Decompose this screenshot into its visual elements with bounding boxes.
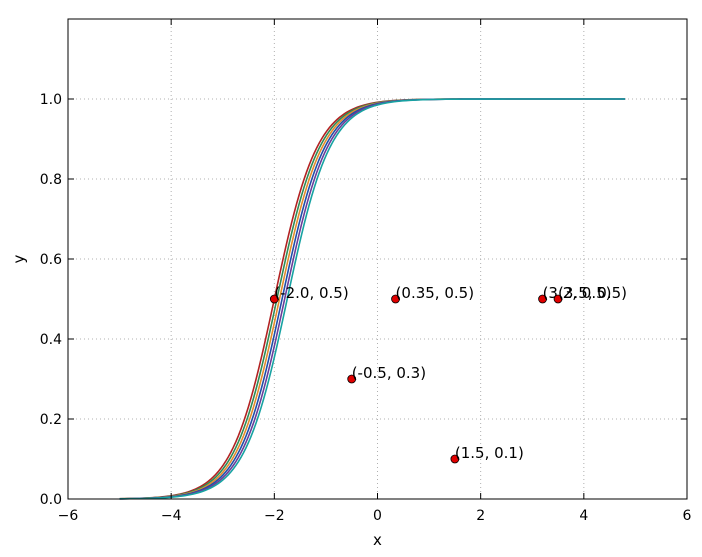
sigmoid-curve: [119, 98, 626, 500]
data-point: [450, 454, 460, 464]
annotated-points: (-2.0, 0.5) (0.35, 0.5) (3.2, 0.5)(3.5, 0.…: [269, 284, 627, 464]
data-point: [553, 294, 563, 304]
y-tick-label: 0.8: [40, 172, 62, 188]
sigmoid-curves: [119, 98, 626, 500]
x-tick-label: 2: [476, 508, 485, 524]
y-tick-label: 0.2: [40, 412, 62, 428]
y-axis-title: y: [10, 254, 28, 263]
x-tick-label: −6: [58, 508, 79, 524]
point-label: (-0.5, 0.3): [352, 364, 426, 382]
y-tick-label: 0.6: [40, 252, 62, 268]
grid-lines: [68, 19, 687, 499]
x-tick-label: −2: [264, 508, 285, 524]
x-tick-label: 4: [579, 508, 588, 524]
x-axis-title: x: [373, 531, 382, 549]
y-tick-label: 0.4: [40, 332, 62, 348]
data-point: [347, 374, 357, 384]
x-tick-label: −4: [161, 508, 182, 524]
y-tick-label: 1.0: [40, 92, 62, 108]
data-point: [538, 294, 547, 304]
data-point: [269, 294, 279, 304]
point-label: (3.5, 0.5): [558, 284, 627, 302]
point-label: (1.5, 0.1): [455, 444, 524, 462]
data-point: [391, 294, 400, 304]
axis-ticks: −6 −4 −2 0 2 4 6 0.0 0.2 0.4 0.6 0.8 1.0: [40, 19, 692, 524]
y-tick-label: 0.0: [40, 492, 62, 508]
x-tick-label: 6: [683, 508, 692, 524]
point-label: (0.35, 0.5): [396, 284, 475, 302]
point-label: (-2.0, 0.5): [274, 284, 348, 302]
x-tick-label: 0: [373, 508, 382, 524]
